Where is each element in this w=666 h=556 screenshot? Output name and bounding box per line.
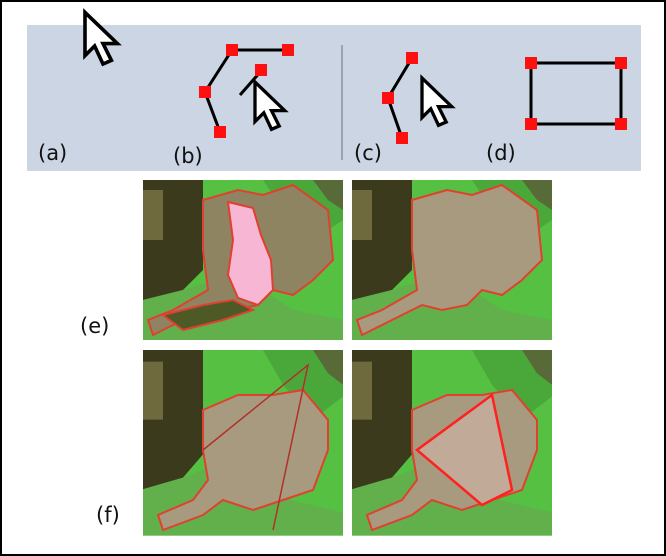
tool-label: (c) — [354, 141, 382, 165]
map-panel — [143, 350, 343, 536]
tool-label: (b) — [173, 144, 203, 168]
map-panel — [143, 180, 343, 340]
tool-label: (a) — [38, 141, 67, 165]
panel-label: (f) — [96, 503, 120, 527]
map-panel — [352, 350, 552, 536]
toolbar — [27, 25, 641, 171]
tool-label: (d) — [486, 141, 516, 165]
figure: (a) (b) (c) (d) (e) (f) — [0, 0, 666, 556]
map-panel — [352, 180, 552, 340]
panel-label: (e) — [80, 314, 109, 338]
figure-canvas: (a) (b) (c) (d) (e) (f) — [0, 0, 666, 556]
